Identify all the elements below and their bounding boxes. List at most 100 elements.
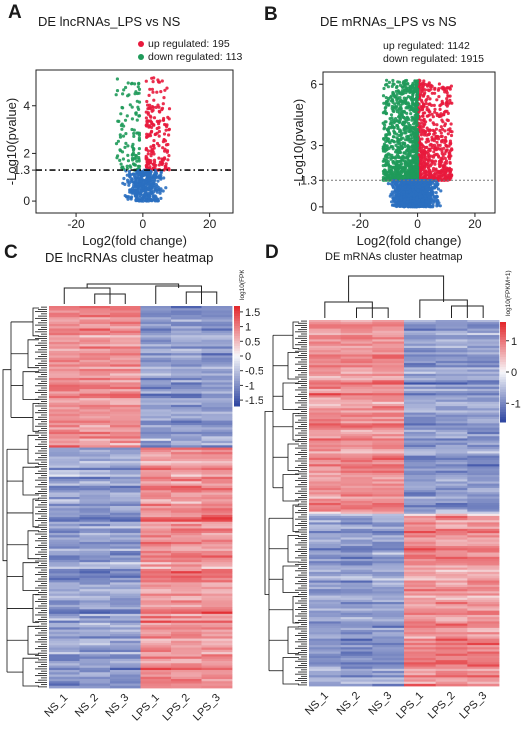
heatmap-cell — [201, 514, 233, 518]
heatmap-cell — [49, 398, 80, 401]
heatmap-cell — [49, 380, 80, 383]
volcano-point — [119, 162, 123, 166]
volcano-point — [398, 141, 402, 145]
heatmap-cell — [201, 371, 233, 374]
heatmap-cell — [201, 577, 233, 581]
heatmap-cell — [110, 526, 141, 529]
heatmap-cell — [79, 488, 111, 491]
heatmap-cell — [79, 449, 111, 453]
volcano-point — [159, 90, 163, 94]
volcano-point — [408, 203, 412, 207]
volcano-point — [150, 109, 154, 113]
volcano-point — [155, 90, 159, 94]
heatmap-cell — [110, 461, 141, 464]
heatmap-cell — [110, 562, 141, 565]
heatmap-cell — [49, 627, 80, 630]
volcano-point — [149, 145, 153, 149]
volcano-point — [389, 145, 393, 149]
heatmap-cell — [201, 654, 233, 657]
heatmap-cell — [140, 328, 172, 332]
volcano-point — [131, 186, 135, 190]
heatmap-cell — [110, 476, 141, 480]
heatmap-cell — [171, 368, 202, 372]
heatmap-cell — [171, 438, 202, 442]
heatmap-cell — [171, 667, 202, 671]
heatmap-cell — [110, 535, 141, 538]
heatmap-cell — [49, 420, 80, 424]
heatmap-cell — [140, 622, 172, 626]
heatmap-cell — [140, 306, 172, 309]
heatmap-cell — [49, 676, 80, 680]
heatmap-cell — [49, 337, 80, 341]
volcano-point — [152, 158, 157, 162]
volcano-point — [436, 88, 440, 92]
volcano-point — [423, 145, 427, 150]
heatmap-cell — [110, 377, 141, 381]
heatmap-cell — [201, 458, 233, 462]
heatmap-cell — [201, 676, 233, 680]
volcano-point — [415, 197, 419, 201]
volcano-point — [394, 143, 398, 147]
volcano-point — [433, 107, 437, 111]
legend-up: up regulated: 195 — [138, 38, 242, 51]
heatmap-cell — [79, 454, 111, 457]
heatmap-cell — [140, 566, 172, 570]
volcano-point — [425, 137, 429, 141]
volcano-point — [114, 142, 119, 146]
heatmap-cell — [171, 449, 202, 453]
heatmap-cell — [110, 317, 141, 320]
volcano-point — [147, 191, 151, 195]
heatmap-cell — [79, 625, 111, 628]
x-tick-label: 20 — [468, 217, 482, 231]
heatmap-cell — [201, 418, 233, 421]
heatmap-cell — [49, 645, 80, 648]
heatmap-cell — [171, 359, 202, 363]
volcano-point — [139, 179, 143, 183]
heatmap-cell — [49, 595, 80, 599]
heatmap-cell — [79, 568, 111, 572]
volcano-point — [398, 130, 402, 134]
heatmap-cell — [79, 312, 111, 316]
heatmap-cell — [110, 443, 141, 446]
volcano-point — [391, 92, 395, 96]
heatmap-cell — [79, 407, 111, 410]
heatmap-cell — [140, 321, 172, 325]
volcano-point — [144, 146, 148, 151]
volcano-point — [157, 156, 161, 160]
heatmap-cell — [201, 640, 233, 644]
heatmap-cell — [201, 375, 233, 379]
heatmap-cell — [171, 411, 202, 415]
heatmap-cell — [140, 465, 172, 469]
heatmap-cell — [79, 591, 111, 595]
heatmap-cell — [171, 661, 202, 664]
volcano-point — [434, 127, 438, 131]
heatmap-cell — [171, 447, 202, 451]
heatmap-cell — [49, 447, 80, 451]
heatmap-cell — [49, 377, 80, 381]
volcano-point — [412, 86, 416, 90]
volcano-point — [422, 104, 426, 108]
volcano-point — [426, 192, 431, 196]
heatmap-cell — [79, 395, 111, 399]
heatmap-cell — [171, 366, 202, 370]
heatmap-cell — [171, 422, 202, 426]
volcano-point — [427, 201, 431, 205]
volcano-point — [407, 126, 411, 130]
heatmap-cell — [49, 461, 80, 464]
volcano-point — [400, 176, 404, 180]
heatmap-cell — [79, 654, 111, 657]
volcano-point — [137, 151, 141, 156]
volcano-point — [437, 82, 441, 86]
volcano-point — [444, 173, 448, 177]
heatmap-cell — [79, 422, 111, 426]
heatmap-cell — [79, 436, 111, 439]
heatmap-cell — [171, 326, 202, 329]
heatmap-cell — [201, 526, 233, 529]
heatmap-cell — [140, 505, 172, 509]
heatmap-cell — [49, 562, 80, 565]
heatmap-cell — [171, 564, 202, 568]
heatmap-cell — [110, 436, 141, 439]
heatmap-cell — [201, 519, 233, 523]
volcano-point — [389, 94, 393, 98]
heatmap-cell — [79, 546, 111, 550]
